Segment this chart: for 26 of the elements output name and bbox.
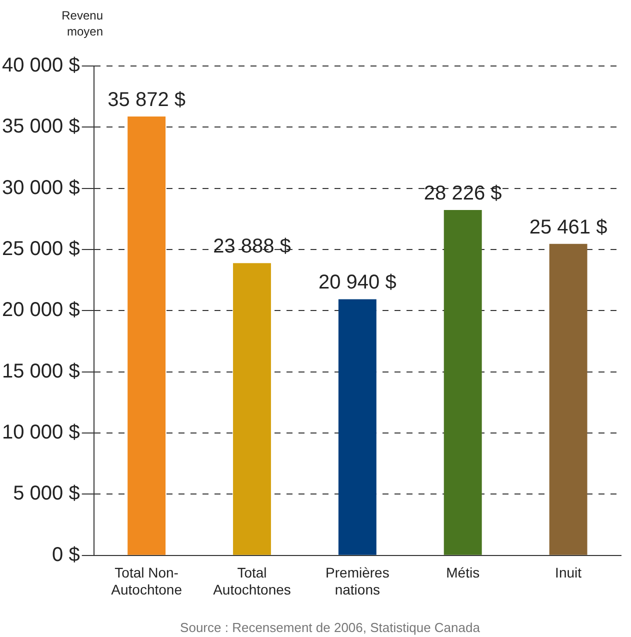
bar bbox=[444, 210, 482, 555]
source-note: Source : Recensement de 2006, Statistique Canada bbox=[180, 620, 481, 636]
y-tick-label: 30 000 $ bbox=[2, 176, 80, 199]
x-tick-label: Total Non- Autochtone bbox=[111, 564, 182, 598]
bar bbox=[233, 263, 271, 555]
bar bbox=[338, 299, 376, 555]
data-label: 20 940 $ bbox=[318, 272, 396, 294]
y-tick-label: 10 000 $ bbox=[2, 422, 80, 444]
y-tick-label: 15 000 $ bbox=[2, 360, 80, 382]
bar bbox=[549, 244, 588, 555]
data-label: 23 888 $ bbox=[213, 236, 291, 258]
x-tick-label: Métis bbox=[446, 564, 480, 581]
x-tick-label: Inuit bbox=[555, 564, 582, 581]
y-tick-label: 20 000 $ bbox=[2, 299, 80, 322]
y-axis-title: Revenu moyen bbox=[62, 8, 103, 38]
y-tick-label: 35 000 $ bbox=[2, 116, 80, 138]
data-label: 35 872 $ bbox=[108, 89, 186, 112]
x-tick-label: Total Autochtones bbox=[213, 564, 291, 598]
x-tick-label: Premières nations bbox=[326, 564, 390, 598]
data-label: 25 461 $ bbox=[529, 216, 608, 238]
y-tick-label: 5 000 $ bbox=[13, 482, 80, 505]
y-tick-label: 40 000 $ bbox=[2, 54, 80, 77]
y-tick-label: 25 000 $ bbox=[2, 238, 80, 260]
y-tick-label: 0 $ bbox=[52, 544, 80, 566]
data-label: 28 226 $ bbox=[424, 182, 502, 205]
bar bbox=[128, 116, 166, 555]
